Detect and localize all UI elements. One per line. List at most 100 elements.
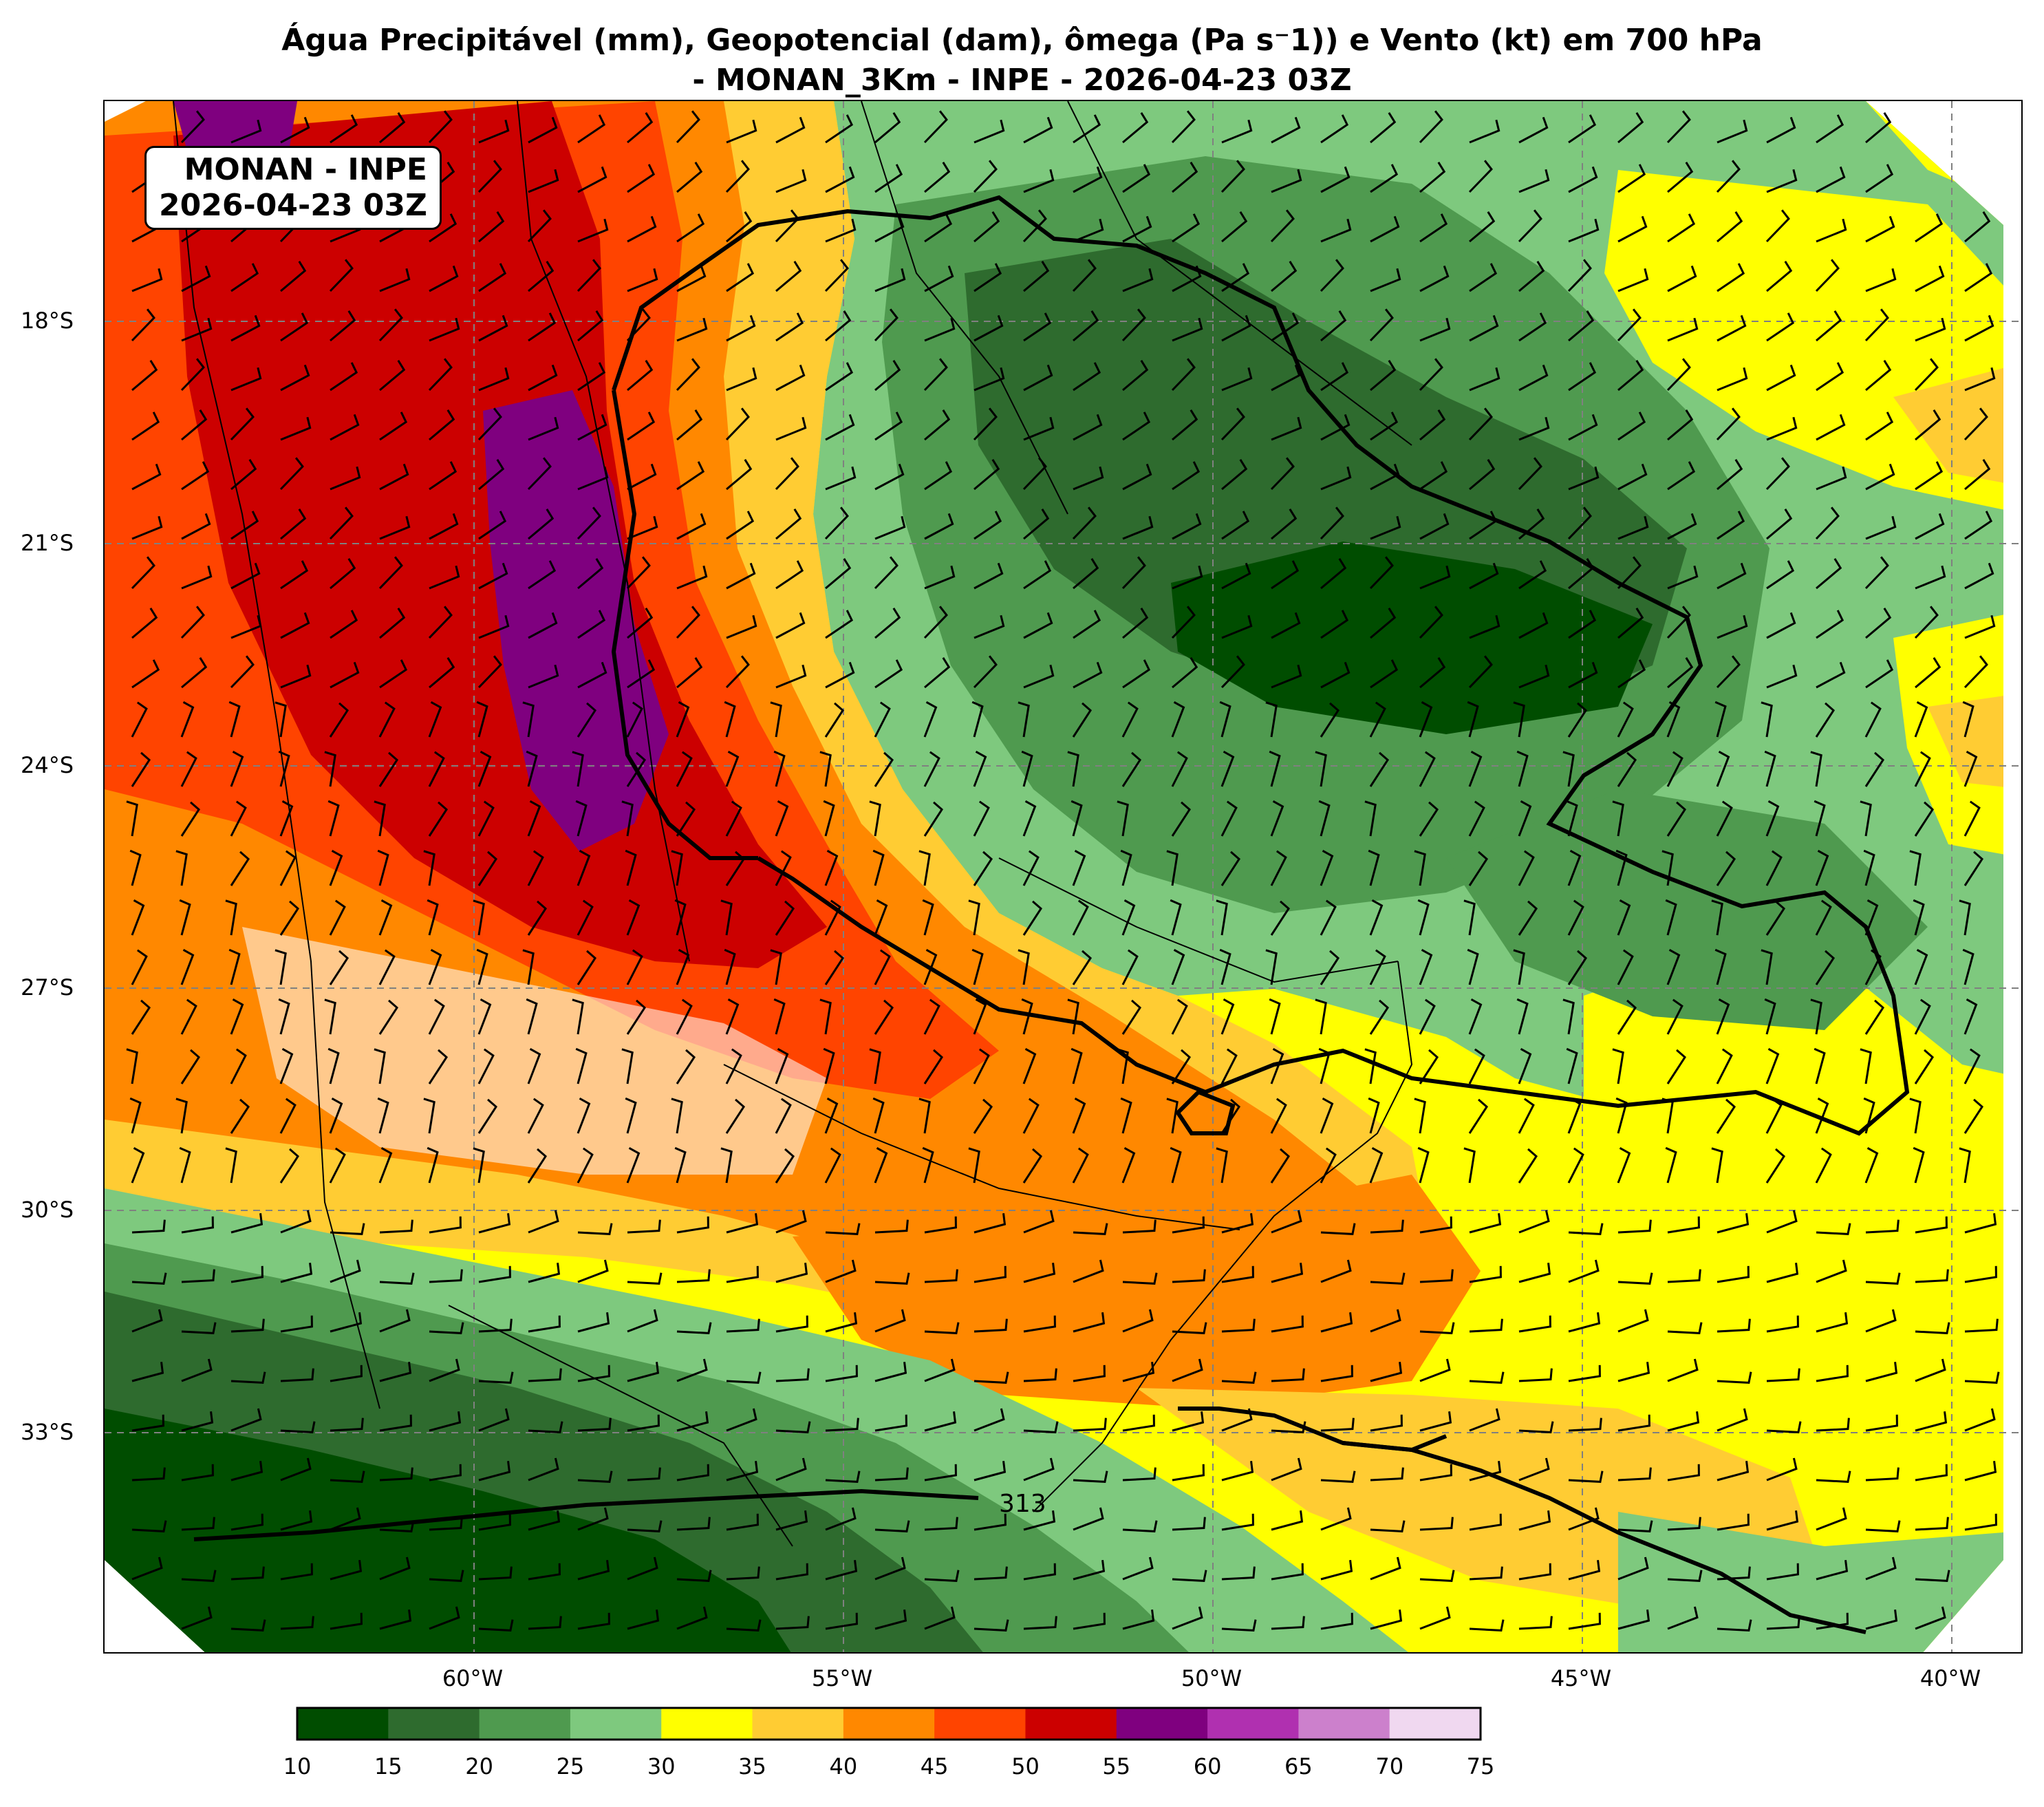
wind-barb: [230, 1408, 262, 1432]
wind-barb: [129, 1097, 142, 1134]
wind-barb: [1369, 308, 1394, 342]
wind-barb: [280, 664, 312, 689]
wind-barb: [1469, 1213, 1502, 1234]
wind-barb: [1221, 1566, 1256, 1581]
wind-barb: [1915, 1322, 1950, 1334]
wind-barb: [1568, 610, 1597, 639]
wind-barb: [429, 1464, 462, 1482]
wind-barb: [1810, 998, 1822, 1035]
wind-barb: [924, 1517, 958, 1531]
wind-barb: [1661, 1098, 1674, 1134]
wind-barb: [280, 1563, 313, 1581]
wind-barb: [1711, 1147, 1723, 1184]
wind-barb: [1865, 164, 1894, 193]
colorbar-tick-label: 65: [1284, 1753, 1313, 1779]
wind-barb: [180, 110, 205, 144]
wind-barb: [770, 701, 782, 738]
wind-barb: [1964, 614, 1996, 639]
wind-barb: [1122, 1520, 1158, 1532]
wind-barb: [1864, 1146, 1879, 1184]
wind-barb: [1370, 268, 1401, 292]
wind-barb: [329, 899, 346, 936]
wind-barb: [825, 310, 852, 342]
wind-barb: [676, 162, 703, 193]
wind-barb: [1419, 162, 1446, 193]
wind-barb: [1915, 1269, 1949, 1283]
wind-barb: [378, 701, 396, 738]
wind-barb: [973, 851, 993, 886]
wind-barb: [1716, 160, 1741, 193]
wind-barb: [577, 362, 606, 392]
wind-barb: [1518, 261, 1545, 292]
wind-barb: [1716, 998, 1730, 1035]
colorbar-border: [296, 1707, 1482, 1741]
wind-barb: [279, 850, 297, 886]
wind-barb: [1568, 414, 1598, 441]
wind-barb: [1666, 801, 1687, 837]
wind-barb: [1172, 513, 1202, 540]
wind-barb: [522, 949, 535, 985]
wind-barb: [1864, 949, 1882, 985]
wind-barb: [825, 610, 854, 639]
wind-barb: [621, 800, 634, 837]
wind-barb: [973, 459, 1000, 491]
wind-barb: [1073, 1223, 1108, 1235]
wind-barb: [720, 1147, 733, 1184]
wind-barb: [1320, 950, 1340, 985]
wind-barb: [676, 1517, 711, 1531]
wind-barb: [1964, 511, 1993, 540]
wind-barb: [973, 750, 987, 787]
wind-barb: [973, 160, 998, 193]
wind-barb: [1369, 999, 1390, 1035]
wind-barb: [726, 1619, 762, 1632]
wind-barb: [1962, 701, 1975, 738]
wind-barb: [131, 999, 151, 1035]
wind-barb: [626, 1146, 641, 1184]
wind-barb: [1667, 409, 1694, 441]
wind-barb: [874, 1219, 909, 1234]
wind-barb: [973, 800, 990, 837]
wind-barb: [230, 459, 257, 491]
wind-barb: [1964, 1048, 1981, 1084]
wind-barb: [1469, 1265, 1502, 1283]
wind-barb: [478, 119, 510, 144]
wind-barb: [874, 308, 899, 342]
wind-barb: [1072, 849, 1086, 886]
wind-barb: [627, 411, 656, 441]
wind-barb: [327, 1047, 340, 1084]
wind-barb: [1271, 560, 1300, 590]
wind-barb: [1617, 1414, 1650, 1432]
wind-barb: [1667, 657, 1694, 689]
wind-barb: [181, 317, 213, 342]
wind-barb: [279, 1047, 294, 1084]
wind-barb: [1271, 509, 1298, 540]
wind-barb: [725, 800, 742, 837]
wind-barb: [775, 560, 804, 590]
wind-barb: [1468, 851, 1489, 886]
wind-barb: [225, 899, 237, 936]
wind-barb: [1320, 849, 1334, 886]
wind-barb: [1567, 950, 1588, 985]
wind-barb: [577, 114, 606, 144]
wind-barb: [330, 1507, 361, 1531]
wind-barb: [1566, 1047, 1578, 1084]
wind-barb: [1864, 751, 1885, 787]
wind-barb: [1865, 608, 1892, 639]
wind-barb: [230, 1098, 250, 1134]
wind-barb: [428, 1049, 449, 1084]
lat-label-18s: 18°S: [21, 308, 74, 334]
wind-barb: [1964, 851, 1984, 886]
wind-barb: [131, 556, 155, 590]
wind-barb: [1865, 1467, 1900, 1482]
wind-barb: [1023, 1263, 1056, 1283]
wind-barb: [775, 1263, 808, 1283]
wind-barb: [1667, 1517, 1701, 1531]
wind-barb: [973, 1408, 1005, 1432]
wind-barb: [824, 259, 849, 292]
wind-barb: [1419, 513, 1450, 540]
wind-barb: [577, 950, 597, 985]
wind-barb: [874, 360, 901, 392]
wind-barb: [824, 950, 845, 985]
wind-barb: [577, 1259, 609, 1283]
wind-barb: [1717, 1213, 1750, 1234]
